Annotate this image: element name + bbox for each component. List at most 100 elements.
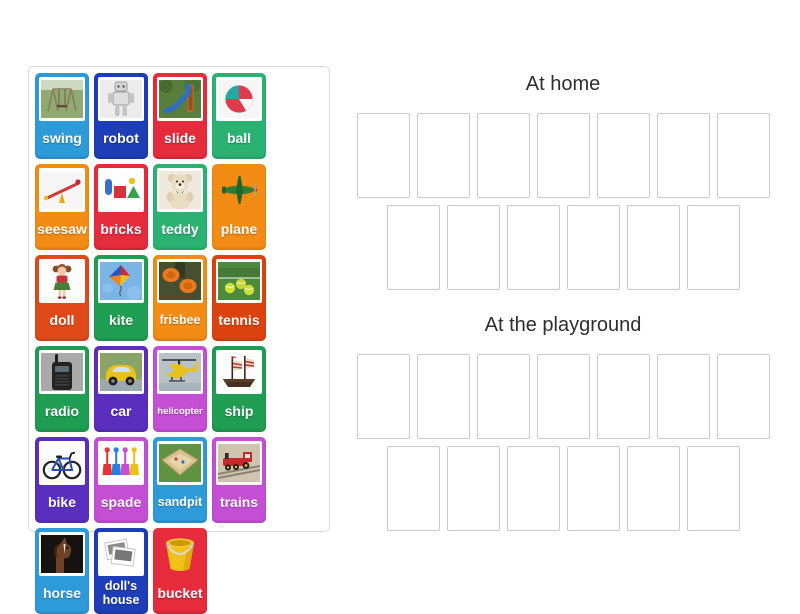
toy-plane-icon <box>216 168 262 212</box>
drop-slot[interactable] <box>356 113 410 198</box>
card-ship[interactable]: ship <box>212 346 266 432</box>
seesaw-icon <box>39 168 85 212</box>
horse-icon <box>39 532 85 576</box>
drop-slot[interactable] <box>566 205 620 290</box>
card-label: doll's house <box>102 579 140 607</box>
card-swing[interactable]: swing <box>35 73 89 159</box>
card-label: horse <box>42 585 82 602</box>
group-at-home: At home <box>350 72 776 297</box>
card-label: seesaw <box>37 221 87 238</box>
toy-train-icon <box>216 441 262 485</box>
card-bricks[interactable]: bricks <box>94 164 148 250</box>
ship-icon <box>216 350 262 394</box>
slot-row <box>350 354 776 439</box>
slot-row <box>350 205 776 290</box>
tennis-balls-icon <box>216 259 262 303</box>
card-label: tennis <box>218 312 260 329</box>
card-label: teddy <box>161 221 199 238</box>
drop-slot[interactable] <box>476 354 530 439</box>
card-doll[interactable]: doll <box>35 255 89 341</box>
drop-slot[interactable] <box>626 205 680 290</box>
card-teddy[interactable]: teddy <box>153 164 207 250</box>
card-label: robot <box>103 130 139 147</box>
card-robot[interactable]: robot <box>94 73 148 159</box>
spades-icon <box>98 441 144 485</box>
card-car[interactable]: car <box>94 346 148 432</box>
card-label: bucket <box>157 585 203 602</box>
drop-slot[interactable] <box>596 354 650 439</box>
drop-slot[interactable] <box>566 446 620 531</box>
slide-icon <box>157 77 203 121</box>
drop-slot[interactable] <box>416 354 470 439</box>
drop-slot[interactable] <box>446 446 500 531</box>
card-label: bike <box>47 494 76 511</box>
drop-slot[interactable] <box>716 113 770 198</box>
card-bucket[interactable]: bucket <box>153 528 207 614</box>
doll-icon <box>39 259 85 303</box>
swing-icon <box>39 77 85 121</box>
drop-slot[interactable] <box>506 205 560 290</box>
card-doll-s-house[interactable]: doll's house <box>94 528 148 614</box>
drop-slot[interactable] <box>716 354 770 439</box>
card-label: ship <box>224 403 254 420</box>
group-title-at-the-playground: At the playground <box>484 314 642 336</box>
drop-slot[interactable] <box>596 113 650 198</box>
card-ball[interactable]: ball <box>212 73 266 159</box>
group-title-at-home: At home <box>525 73 601 95</box>
missing-photo-icon <box>98 532 144 576</box>
card-label: swing <box>42 130 82 147</box>
card-label: car <box>110 403 132 420</box>
card-label: spade <box>100 494 142 511</box>
radio-icon <box>39 350 85 394</box>
robot-icon <box>98 77 144 121</box>
beach-ball-icon <box>216 77 262 121</box>
drop-slot[interactable] <box>506 446 560 531</box>
card-bike[interactable]: bike <box>35 437 89 523</box>
card-horse[interactable]: horse <box>35 528 89 614</box>
drop-slot[interactable] <box>536 113 590 198</box>
bike-icon <box>39 441 85 485</box>
card-helicopter[interactable]: helicopter <box>153 346 207 432</box>
card-seesaw[interactable]: seesaw <box>35 164 89 250</box>
frisbee-icon <box>157 259 203 303</box>
group-at-the-playground: At the playground <box>350 313 776 538</box>
card-trains[interactable]: trains <box>212 437 266 523</box>
drop-slot[interactable] <box>656 354 710 439</box>
drop-slot[interactable] <box>686 446 740 531</box>
card-slide[interactable]: slide <box>153 73 207 159</box>
card-tennis[interactable]: tennis <box>212 255 266 341</box>
drop-slot[interactable] <box>476 113 530 198</box>
group-sort-board: swing robot slide ball seesaw bricks teddy plan… <box>28 66 776 614</box>
card-tray: swing robot slide ball seesaw bricks teddy plan… <box>28 66 330 614</box>
drop-slot[interactable] <box>446 205 500 290</box>
card-label: helicopter <box>157 405 203 417</box>
drop-slot[interactable] <box>656 113 710 198</box>
card-label: sandpit <box>157 494 203 509</box>
slot-row <box>350 113 776 198</box>
card-sandpit[interactable]: sandpit <box>153 437 207 523</box>
card-kite[interactable]: kite <box>94 255 148 341</box>
drop-slot[interactable] <box>386 446 440 531</box>
card-spade[interactable]: spade <box>94 437 148 523</box>
drop-slot[interactable] <box>386 205 440 290</box>
drop-slot[interactable] <box>536 354 590 439</box>
card-label: slide <box>164 130 196 147</box>
card-plane[interactable]: plane <box>212 164 266 250</box>
drop-slot[interactable] <box>416 113 470 198</box>
card-label: plane <box>220 221 258 238</box>
card-label: trains <box>219 494 259 511</box>
drop-slot[interactable] <box>626 446 680 531</box>
slot-row <box>350 446 776 531</box>
helicopter-icon <box>157 350 203 394</box>
card-frisbee[interactable]: frisbee <box>153 255 207 341</box>
card-label: doll <box>49 312 75 329</box>
card-label: bricks <box>100 221 142 238</box>
card-label: ball <box>226 130 252 147</box>
sandpit-icon <box>157 441 203 485</box>
drop-slot[interactable] <box>356 354 410 439</box>
kite-icon <box>98 259 144 303</box>
drop-slot[interactable] <box>686 205 740 290</box>
bucket-icon <box>157 532 203 576</box>
card-radio[interactable]: radio <box>35 346 89 432</box>
car-icon <box>98 350 144 394</box>
